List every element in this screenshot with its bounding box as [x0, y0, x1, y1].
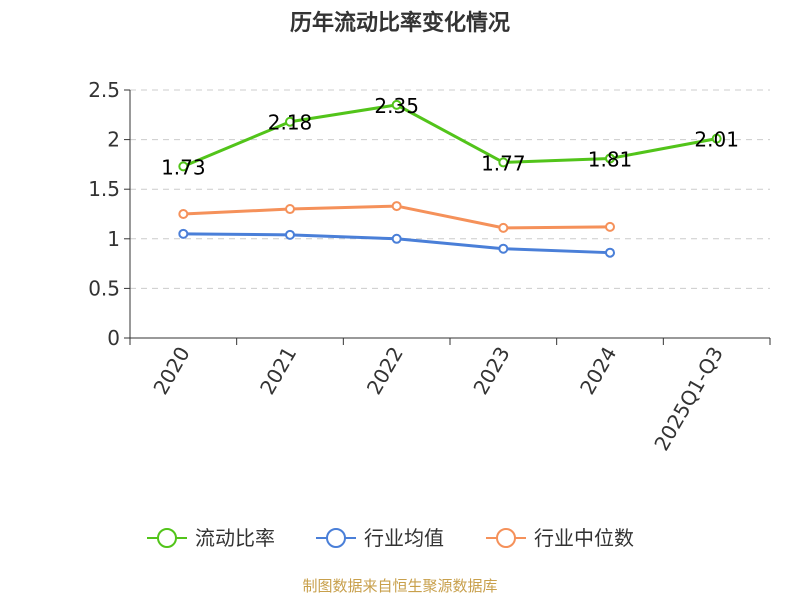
- y-tick-label: 1.5: [88, 177, 120, 201]
- data-point[interactable]: [391, 99, 402, 110]
- data-point[interactable]: [178, 161, 189, 172]
- legend-label-industry-mean: 行业均值: [364, 526, 444, 550]
- x-tick-label: 2023: [468, 343, 514, 399]
- data-label: 1.77: [481, 151, 526, 175]
- source-note: 制图数据来自恒生聚源数据库: [302, 577, 497, 595]
- y-tick-label: 0.5: [88, 276, 120, 300]
- data-point[interactable]: [285, 116, 295, 127]
- x-tick-label: 2025Q1-Q3: [649, 343, 728, 455]
- data-point[interactable]: [285, 229, 295, 240]
- data-labels: 1.73 2.18 2.35 1.77 1.81 2.01: [161, 94, 739, 180]
- data-point[interactable]: [498, 243, 509, 254]
- x-tick-label: 2021: [255, 343, 301, 399]
- x-tick-label: 2024: [575, 343, 621, 399]
- y-axis: 0 0.5 1 1.5 2 2.5: [88, 78, 131, 350]
- data-point[interactable]: [391, 201, 402, 212]
- data-point[interactable]: [498, 222, 509, 233]
- data-point[interactable]: [605, 221, 615, 232]
- data-label: 1.81: [588, 147, 633, 171]
- chart-title: 历年流动比率变化情况: [290, 10, 510, 36]
- data-label: 2.35: [374, 94, 419, 118]
- data-point[interactable]: [391, 233, 402, 244]
- y-tick-label: 2.5: [88, 78, 120, 102]
- y-tick-label: 2: [107, 128, 120, 152]
- series-line: [182, 103, 717, 168]
- data-point[interactable]: [711, 133, 722, 144]
- data-point[interactable]: [498, 157, 509, 168]
- data-point[interactable]: [178, 209, 189, 219]
- y-tick-label: 1: [107, 227, 120, 251]
- data-point[interactable]: [178, 228, 189, 239]
- data-point[interactable]: [285, 204, 295, 215]
- legend-label-current-ratio: 流动比率: [195, 526, 275, 550]
- data-point[interactable]: [605, 247, 615, 258]
- series-layer: [178, 99, 722, 258]
- x-axis: 2020 2021 2022 2023 2024 2025Q1-Q3: [129, 337, 771, 455]
- data-label: 2.18: [268, 111, 313, 135]
- data-label: 1.73: [161, 155, 206, 179]
- legend-item-industry-mean[interactable]: 行业均值: [316, 526, 444, 550]
- y-tick-label: 0: [107, 326, 120, 350]
- legend-label-industry-median: 行业中位数: [534, 526, 634, 550]
- legend-item-industry-median[interactable]: 行业中位数: [486, 526, 634, 550]
- x-tick-label: 2022: [362, 343, 408, 399]
- legend-item-current-ratio[interactable]: 流动比率: [147, 526, 275, 550]
- data-label: 2.01: [694, 128, 739, 152]
- grid-lines: [130, 89, 770, 289]
- x-tick-label: 2020: [148, 343, 194, 399]
- legend: 流动比率 行业均值 行业中位数: [147, 526, 634, 550]
- data-point[interactable]: [605, 153, 615, 164]
